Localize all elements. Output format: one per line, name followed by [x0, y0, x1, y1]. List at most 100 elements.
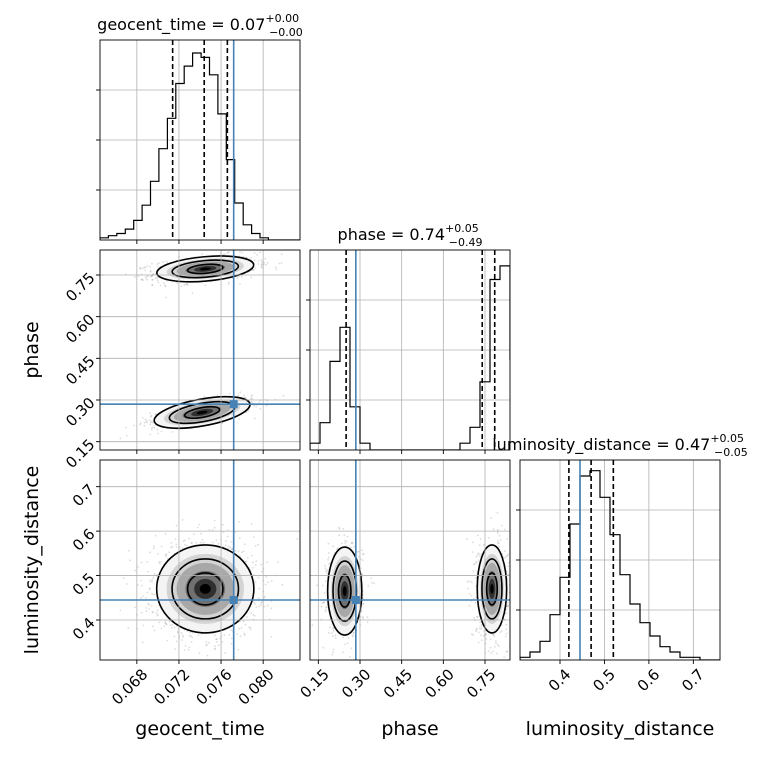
sample-point — [277, 561, 280, 564]
sample-point — [505, 632, 508, 635]
sample-point — [476, 554, 479, 557]
sample-point — [480, 624, 483, 626]
sample-point — [497, 542, 499, 545]
sample-point — [266, 604, 269, 607]
density-contour — [186, 263, 224, 275]
sample-point — [141, 417, 144, 419]
sample-point — [214, 645, 216, 648]
sample-point — [360, 567, 362, 570]
sample-point — [261, 261, 263, 264]
sample-point — [370, 577, 372, 580]
sample-point — [159, 560, 162, 563]
sample-point — [225, 540, 227, 542]
sample-point — [346, 535, 349, 538]
sample-point — [323, 601, 325, 604]
sample-point — [466, 538, 469, 541]
sample-point — [237, 394, 240, 397]
sample-point — [182, 540, 185, 542]
sample-point — [188, 646, 191, 649]
sample-point — [496, 652, 498, 655]
sample-point — [350, 665, 352, 667]
sample-point — [148, 588, 151, 590]
sample-point — [360, 609, 363, 612]
sample-point — [198, 523, 201, 526]
sample-point — [471, 551, 474, 553]
sample-point — [133, 424, 136, 427]
sample-point — [468, 593, 471, 595]
sample-point — [258, 401, 261, 404]
density-contour — [186, 572, 224, 606]
sample-point — [237, 550, 240, 553]
sample-point — [327, 558, 329, 561]
sample-point — [334, 634, 337, 637]
sample-point — [366, 616, 369, 618]
sample-point — [244, 396, 247, 399]
sample-point — [144, 418, 147, 421]
sample-point — [226, 535, 229, 538]
sample-point — [154, 534, 157, 537]
sample-point — [153, 629, 156, 632]
sample-point — [168, 551, 171, 554]
sample-point — [160, 430, 163, 433]
sample-point — [267, 581, 269, 584]
panel-content — [100, 250, 300, 450]
sample-point — [265, 404, 268, 407]
sample-point — [187, 648, 190, 651]
sample-point — [338, 527, 341, 530]
sample-point — [332, 627, 335, 630]
sample-point — [191, 541, 193, 544]
sample-point — [479, 555, 481, 558]
density-contour — [183, 405, 221, 420]
sample-point — [255, 560, 258, 563]
sample-point — [352, 632, 355, 635]
density-level — [199, 583, 211, 594]
sample-point — [244, 623, 247, 626]
sample-point — [245, 560, 248, 563]
sample-point — [143, 421, 146, 424]
sample-point — [175, 546, 178, 548]
sample-point — [139, 423, 142, 426]
sample-point — [296, 537, 299, 540]
sample-point — [479, 627, 481, 630]
sample-point — [259, 407, 262, 410]
sample-point — [346, 642, 349, 644]
sample-point — [482, 635, 485, 637]
sample-point — [506, 650, 509, 653]
sample-point — [156, 263, 159, 265]
sample-point — [501, 524, 504, 527]
sample-point — [483, 630, 485, 632]
sample-point — [223, 253, 226, 256]
sample-point — [330, 632, 333, 634]
sample-point — [176, 630, 179, 633]
sample-point — [139, 422, 142, 424]
sample-point — [180, 632, 183, 635]
panel-frame — [99, 249, 301, 451]
sample-point — [239, 391, 242, 394]
sample-point — [239, 251, 241, 253]
sample-point — [171, 545, 174, 548]
sample-point — [151, 283, 154, 286]
sample-point — [165, 623, 168, 626]
sample-point — [186, 282, 189, 285]
sample-point — [362, 617, 364, 620]
sample-point — [213, 648, 216, 650]
sample-point — [479, 625, 482, 628]
sample-point — [344, 643, 346, 646]
sample-point — [325, 606, 328, 609]
sample-point — [260, 264, 263, 267]
sample-point — [492, 528, 495, 531]
sample-point — [152, 421, 154, 424]
panel-frame — [99, 459, 301, 661]
sample-point — [163, 282, 165, 285]
sample-point — [154, 413, 157, 415]
sample-point — [316, 584, 319, 587]
sample-point — [250, 401, 253, 403]
sample-point — [324, 564, 326, 567]
sample-point — [146, 560, 149, 563]
sample-point — [224, 651, 227, 654]
sample-point — [497, 645, 500, 648]
sample-point — [148, 608, 151, 610]
sample-point — [252, 613, 255, 616]
sample-point — [227, 281, 230, 284]
sample-point — [148, 603, 150, 606]
